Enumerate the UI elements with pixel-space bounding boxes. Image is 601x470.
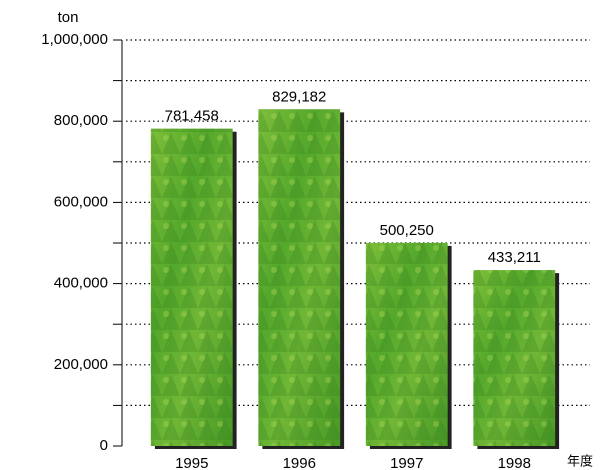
x-tick-label: 1998 [498, 455, 531, 470]
bar-texture [365, 242, 448, 446]
x-tick-label: 1997 [390, 455, 423, 470]
y-tick-label: 800,000 [54, 112, 108, 129]
y-tick-label: 200,000 [54, 356, 108, 373]
x-tick-label: 1996 [283, 455, 316, 470]
x-axis-label: 年度 [567, 453, 593, 468]
bar-texture [150, 128, 233, 446]
y-tick-label: 400,000 [54, 275, 108, 292]
bar-texture [258, 109, 341, 446]
y-tick-label: 600,000 [54, 193, 108, 210]
data-label: 500,250 [380, 222, 434, 239]
data-label: 829,182 [272, 88, 326, 105]
y-tick-label: 0 [100, 437, 108, 454]
data-label: 433,211 [488, 249, 541, 266]
bar-texture [473, 270, 556, 446]
data-label: 781,458 [165, 108, 219, 125]
y-axis-label: ton [58, 9, 79, 26]
y-tick-label: 1,000,000 [41, 31, 108, 48]
x-tick-label: 1995 [175, 455, 208, 470]
